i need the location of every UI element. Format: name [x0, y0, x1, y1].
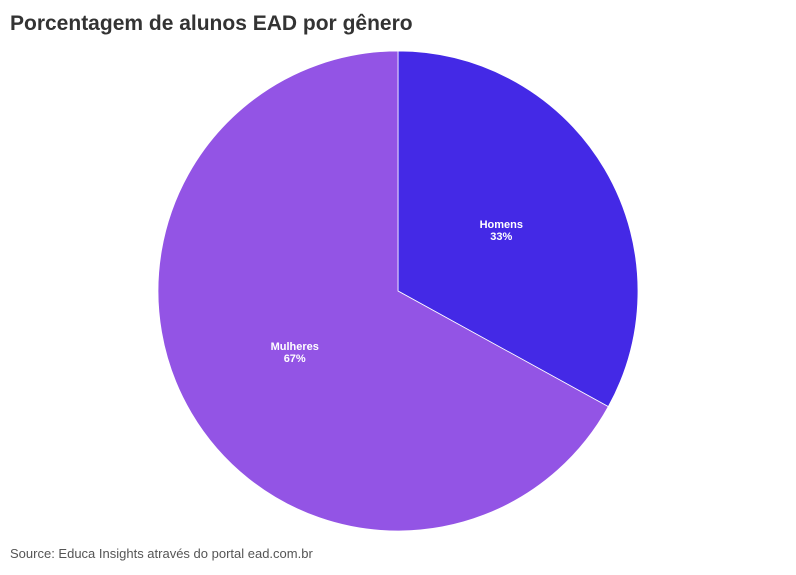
pie-slice-mulheres: [157, 50, 609, 532]
pie-slice-homens: [397, 50, 639, 408]
slice-label-homens: Homens: [480, 219, 523, 231]
chart-source: Source: Educa Insights através do portal…: [10, 546, 313, 561]
slice-value-mulheres: 67%: [284, 353, 306, 365]
slice-label-mulheres: Mulheres: [271, 341, 319, 353]
pie-slices: [157, 50, 639, 532]
chart-title: Porcentagem de alunos EAD por gênero: [10, 12, 413, 35]
slice-value-homens: 33%: [490, 231, 512, 243]
